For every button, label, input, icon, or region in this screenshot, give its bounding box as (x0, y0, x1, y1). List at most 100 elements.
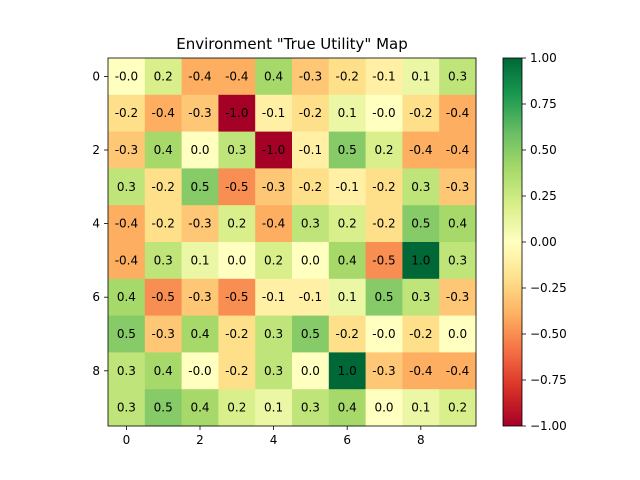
cell-value-label: 0.0 (190, 143, 209, 157)
cell-value-label: -0.2 (299, 180, 322, 194)
cell-value-label: -0.5 (151, 290, 174, 304)
cell-value-label: -0.2 (409, 327, 432, 341)
heatmap-cell (108, 94, 146, 132)
plot-frame (107, 57, 477, 427)
heatmap-cell (328, 94, 366, 132)
x-tick-label: 2 (196, 433, 204, 447)
cell-value-label: -0.4 (115, 253, 138, 267)
x-tick-label: 0 (123, 433, 131, 447)
heatmap-cell (255, 315, 293, 353)
cell-value-label: -0.3 (372, 364, 395, 378)
cell-value-label: 0.2 (264, 253, 283, 267)
heatmap-cell (144, 389, 182, 427)
cell-value-label: 0.0 (227, 253, 246, 267)
cell-value-label: 0.5 (154, 401, 173, 415)
heatmap-cells: -0.0 0.2 -0.4 -0.4 0.4 -0.3 -0.2 -0.1 0.1 0.3 -0.2… (108, 58, 477, 427)
heatmap-cell (144, 131, 182, 169)
heatmap-cell (439, 58, 477, 96)
y-tick-label: 8 (92, 364, 100, 378)
heatmap-cell (439, 278, 477, 316)
cell-value-label: 0.3 (448, 253, 467, 267)
cell-value-label: -0.1 (299, 290, 322, 304)
cell-value-label: -0.3 (188, 217, 211, 231)
heatmap-cell (439, 168, 477, 206)
heatmap-cell (218, 58, 256, 96)
heatmap-cell (402, 58, 440, 96)
heatmap-cell (365, 242, 403, 280)
cell-value-label: 1.0 (411, 253, 430, 267)
cell-value-label: -0.3 (446, 180, 469, 194)
heatmap-cell (218, 315, 256, 353)
heatmap-cell (181, 131, 219, 169)
x-tick-label: 6 (343, 433, 351, 447)
cell-value-label: 0.2 (374, 143, 393, 157)
heatmap-cell (365, 168, 403, 206)
cell-value-label: -1.0 (262, 143, 285, 157)
heatmap-cell (108, 205, 146, 243)
x-tick-label: 4 (270, 433, 278, 447)
cell-value-label: 0.1 (264, 401, 283, 415)
y-axis-ticks: 0 2 4 6 8 (92, 69, 108, 378)
colorbar-tick-label: −0.25 (530, 281, 567, 295)
heatmap-cell (328, 205, 366, 243)
cell-value-label: -0.1 (299, 143, 322, 157)
heatmap-cell (108, 389, 146, 427)
cell-value-label: -0.0 (115, 69, 138, 83)
heatmap-cell (402, 278, 440, 316)
cell-value-label: 0.4 (117, 290, 136, 304)
heatmap-cell (439, 389, 477, 427)
cell-value-label: 0.4 (154, 143, 173, 157)
heatmap-cell (365, 315, 403, 353)
cell-value-label: -0.3 (115, 143, 138, 157)
heatmap-cell (218, 352, 256, 390)
heatmap-cell (144, 94, 182, 132)
heatmap-cell (255, 94, 293, 132)
cell-value-label: 0.5 (190, 180, 209, 194)
cell-value-label: -0.4 (225, 69, 248, 83)
cell-value-label: 0.4 (264, 69, 283, 83)
cell-value-label: 0.5 (301, 327, 320, 341)
heatmap-cell (181, 352, 219, 390)
heatmap-cell (328, 315, 366, 353)
heatmap-cell (402, 352, 440, 390)
cell-value-label: -0.4 (446, 364, 469, 378)
heatmap-cell (292, 352, 330, 390)
heatmap-cell (402, 131, 440, 169)
heatmap-cell (365, 205, 403, 243)
cell-value-label: 0.5 (411, 217, 430, 231)
heatmap-cell (108, 58, 146, 96)
x-axis-ticks: 0 2 4 6 8 (123, 426, 425, 447)
cell-value-label: 0.3 (264, 364, 283, 378)
cell-value-label: 0.3 (301, 217, 320, 231)
heatmap-cell (439, 242, 477, 280)
heatmap-cell (365, 389, 403, 427)
heatmap-cell (402, 315, 440, 353)
cell-value-label: 0.0 (374, 401, 393, 415)
cell-value-label: -0.5 (372, 253, 395, 267)
heatmap-cell (402, 94, 440, 132)
heatmap-cell (218, 131, 256, 169)
cell-value-label: 0.3 (154, 253, 173, 267)
cell-value-label: 0.0 (448, 327, 467, 341)
heatmap-cell (402, 389, 440, 427)
heatmap-cell (292, 94, 330, 132)
heatmap-cell (218, 242, 256, 280)
cell-value-label: 0.3 (227, 143, 246, 157)
cell-value-label: -0.4 (446, 106, 469, 120)
cell-value-label: -0.1 (372, 69, 395, 83)
heatmap-cell (108, 278, 146, 316)
heatmap-cell (108, 168, 146, 206)
heatmap-cell (402, 205, 440, 243)
cell-value-label: -0.0 (372, 327, 395, 341)
heatmap-cell (255, 278, 293, 316)
cell-value-label: -0.5 (225, 180, 248, 194)
cell-value-label: 0.0 (301, 364, 320, 378)
heatmap-cell (365, 278, 403, 316)
heatmap-cell (328, 131, 366, 169)
heatmap-cell (365, 94, 403, 132)
heatmap-cell (365, 58, 403, 96)
cell-value-label: 1.0 (338, 364, 357, 378)
cell-value-label: 0.3 (301, 401, 320, 415)
heatmap-cell (181, 278, 219, 316)
cell-value-label: -0.2 (299, 106, 322, 120)
